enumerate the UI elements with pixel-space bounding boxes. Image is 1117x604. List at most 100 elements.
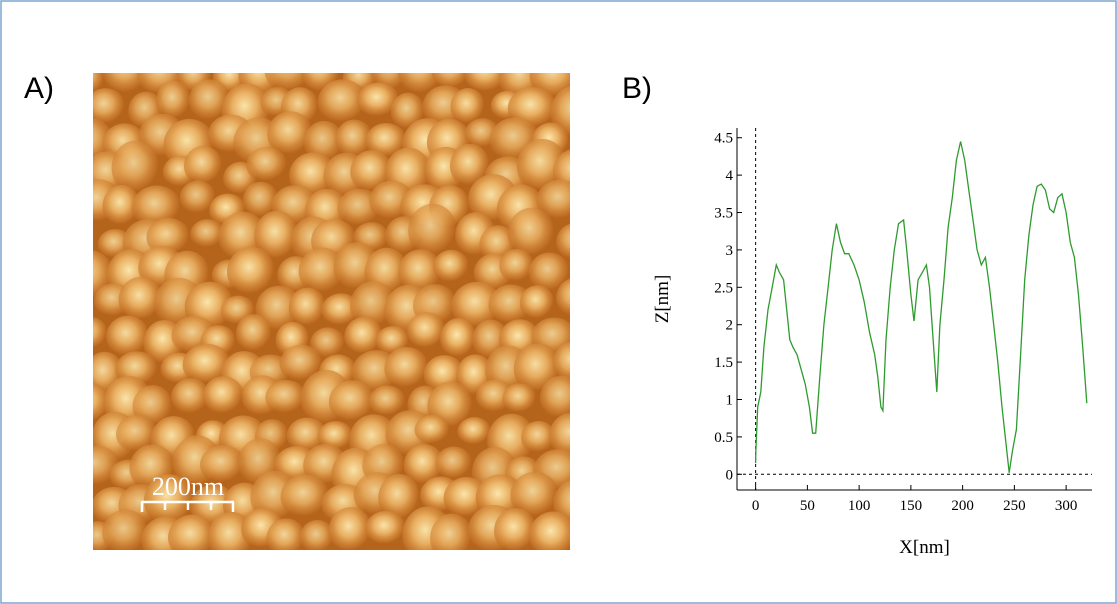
grain (440, 318, 477, 360)
grain (521, 420, 557, 455)
grain (357, 82, 400, 119)
grain (102, 184, 141, 228)
grain (449, 143, 491, 189)
grain (317, 79, 368, 126)
grain (182, 343, 232, 386)
grain (519, 285, 555, 321)
grain (430, 513, 474, 550)
grain (116, 414, 159, 455)
grain (529, 511, 570, 550)
grain (235, 314, 273, 354)
grain (368, 385, 407, 418)
grain (288, 287, 327, 329)
afm-image (93, 73, 570, 550)
x-tick-label: 200 (951, 498, 974, 514)
scale-bar (140, 500, 235, 512)
grain (365, 123, 408, 160)
grain (552, 342, 570, 385)
grain (328, 380, 376, 424)
grain (344, 317, 384, 357)
grain (502, 383, 537, 415)
grain (328, 507, 373, 550)
y-tick-label: 4.5 (714, 131, 733, 147)
grain (433, 249, 470, 285)
grain (528, 252, 570, 294)
grain (499, 248, 535, 284)
grain (93, 88, 126, 127)
grain (451, 281, 503, 331)
grain (190, 219, 226, 250)
x-tick-label: 50 (800, 498, 815, 514)
x-tick-label: 0 (752, 498, 760, 514)
grain (179, 180, 217, 216)
y-tick-label: 0 (726, 467, 734, 483)
grain (549, 412, 570, 460)
grain (556, 278, 570, 318)
y-tick-label: 3.5 (714, 206, 733, 222)
grain (450, 88, 486, 126)
grain (111, 140, 161, 196)
grain (539, 375, 570, 421)
grain (403, 444, 445, 487)
grain (406, 312, 447, 351)
y-tick-label: 1.5 (714, 355, 733, 371)
grain (408, 203, 458, 259)
grain (93, 317, 109, 351)
grain (168, 514, 217, 550)
grain (242, 181, 279, 220)
grain (286, 417, 328, 455)
grain (493, 508, 538, 550)
grain (93, 73, 106, 96)
grain (298, 247, 347, 296)
grain (310, 327, 346, 360)
grain (267, 111, 314, 158)
grain (246, 146, 288, 184)
grain (464, 73, 510, 95)
grain (280, 474, 330, 520)
grain (155, 80, 192, 122)
x-tick-label: 150 (900, 498, 923, 514)
grain (536, 179, 570, 222)
y-tick-label: 0.5 (714, 430, 733, 446)
panel-label: B) (622, 72, 652, 105)
panel-label: A) (24, 72, 54, 105)
scale-bar-label: 200nm (152, 472, 224, 501)
y-tick-label: 1 (726, 393, 734, 409)
y-axis-label: Z[nm] (652, 275, 673, 324)
grain (365, 510, 407, 547)
grain (279, 344, 323, 383)
grain (443, 477, 490, 520)
grain (183, 145, 223, 187)
grain (378, 473, 421, 523)
x-tick-label: 250 (1003, 498, 1026, 514)
grain (171, 378, 211, 417)
grain (202, 376, 245, 417)
grain (299, 519, 336, 550)
grain (507, 207, 556, 260)
grain (457, 417, 492, 447)
grain (254, 210, 300, 263)
grain (435, 446, 473, 481)
y-tick-label: 2.5 (714, 280, 733, 296)
y-tick-label: 3 (726, 243, 734, 259)
grain (384, 346, 429, 391)
x-axis-label: X[nm] (899, 537, 950, 558)
x-tick-label: 100 (848, 498, 871, 514)
grain (118, 276, 164, 323)
grain (188, 79, 231, 123)
grain (227, 246, 276, 298)
grain (105, 315, 150, 359)
grain (414, 414, 451, 446)
grain (335, 119, 374, 160)
grain (266, 518, 307, 550)
grain (102, 509, 150, 550)
x-tick-label: 300 (1055, 498, 1078, 514)
grain (510, 471, 560, 520)
grain (200, 444, 246, 485)
profile-line (754, 141, 1088, 473)
grain (398, 249, 443, 296)
profile-chart: 0 0.5 1 1.5 2 2.5 3 3.5 4 4.5 0 50 100 150 200 250 300 X[… (652, 128, 1092, 558)
grain (265, 379, 307, 416)
y-tick-label: 4 (726, 168, 734, 184)
